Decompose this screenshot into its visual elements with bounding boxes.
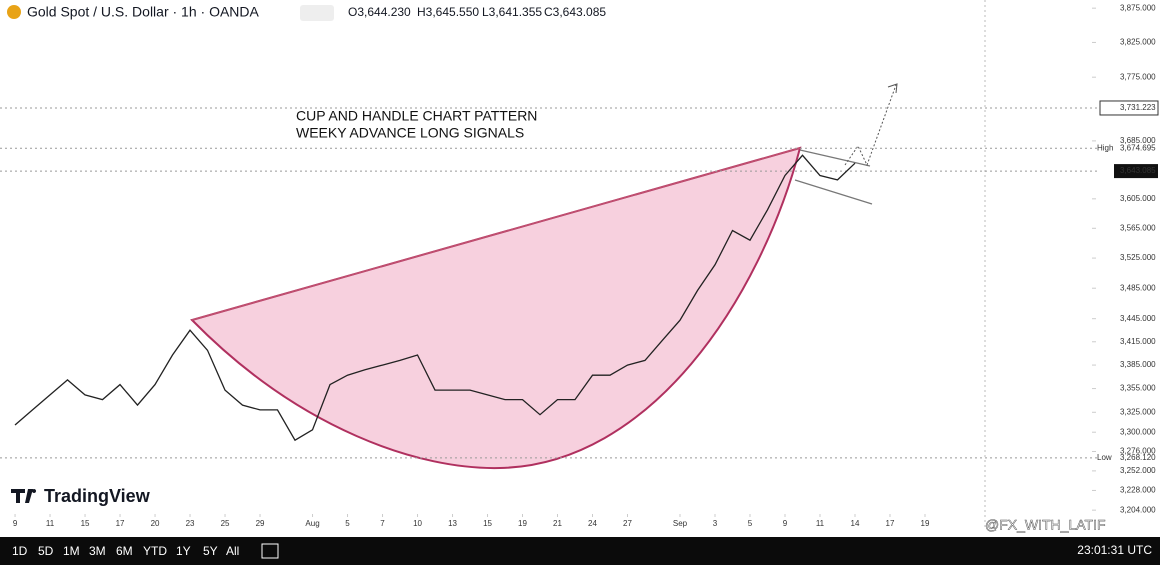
y-tick-label: 3,685.000 [1120, 136, 1156, 145]
x-tick-label: 10 [413, 519, 422, 528]
ohlc-high: H3,645.550 [417, 5, 479, 19]
x-tick-label: 19 [921, 519, 930, 528]
x-tick-label: 9 [783, 519, 788, 528]
y-tick-label: 3,415.000 [1120, 337, 1156, 346]
x-tick-label: 23 [186, 519, 195, 528]
price-line-name: Low [1097, 453, 1112, 462]
price-label: 3,674.695 [1120, 143, 1156, 152]
price-label: 3,268.120 [1120, 453, 1156, 462]
y-tick-label: 3,485.000 [1120, 283, 1156, 292]
range-button[interactable]: 3M [89, 544, 106, 558]
price-line-series [14, 154, 856, 442]
range-button[interactable]: All [226, 544, 239, 558]
price-label: 3,731.223 [1120, 103, 1156, 112]
y-tick-label: 3,325.000 [1120, 407, 1156, 416]
y-tick-label: 3,276.000 [1120, 447, 1156, 456]
y-tick-label: 3,775.000 [1120, 72, 1156, 81]
indicator-toggle[interactable] [300, 5, 334, 21]
watermark: @FX_WITH_LATIF [985, 517, 1106, 533]
y-tick-label: 3,385.000 [1120, 360, 1156, 369]
compare-button[interactable] [261, 543, 279, 559]
range-button[interactable]: 1D [12, 544, 28, 558]
y-tick-label: 3,228.000 [1120, 486, 1156, 495]
x-tick-label: 15 [483, 519, 492, 528]
symbol-title: Gold Spot / U.S. Dollar · 1h · OANDA [27, 4, 260, 20]
y-tick-label: 3,605.000 [1120, 194, 1156, 203]
x-tick-label: 3 [713, 519, 718, 528]
x-tick-label: 5 [748, 519, 753, 528]
handle-top [799, 149, 871, 167]
x-tick-label: 17 [886, 519, 895, 528]
x-tick-label: 7 [380, 519, 385, 528]
y-tick-label: 3,525.000 [1120, 253, 1156, 262]
x-tick-label: 5 [345, 519, 350, 528]
price-line-name: High [1097, 143, 1113, 152]
x-tick-label: 13 [448, 519, 457, 528]
range-button[interactable]: 5D [38, 544, 54, 558]
brand-icon [11, 489, 37, 503]
cup-shape [190, 146, 802, 470]
x-tick-label: 20 [151, 519, 160, 528]
price-badge [1099, 100, 1159, 116]
handle-bottom [794, 179, 873, 205]
x-tick-label: 14 [851, 519, 860, 528]
x-tick-label: 11 [816, 519, 825, 528]
x-tick-label: Sep [673, 519, 688, 528]
x-tick-label: 21 [553, 519, 562, 528]
y-tick-label: 3,300.000 [1120, 427, 1156, 436]
range-button[interactable]: 1M [63, 544, 80, 558]
ohlc-close: C3,643.085 [544, 5, 606, 19]
projection-arrow [844, 84, 897, 167]
x-tick-label: 19 [518, 519, 527, 528]
y-tick-label: 3,355.000 [1120, 384, 1156, 393]
y-tick-label: 3,252.000 [1120, 466, 1156, 475]
x-tick-label: 9 [13, 519, 18, 528]
x-tick-label: 27 [623, 519, 632, 528]
x-tick-label: 29 [256, 519, 265, 528]
brand-logo: TradingView [44, 486, 151, 506]
price-label: 3,643.085 [1120, 166, 1156, 175]
range-button[interactable]: 1Y [176, 544, 191, 558]
y-tick-label: 3,875.000 [1120, 3, 1156, 12]
x-tick-label: 17 [116, 519, 125, 528]
annotation-line: WEEKY ADVANCE LONG SIGNALS [296, 125, 524, 141]
cup-rim [191, 147, 801, 321]
y-tick-label: 3,445.000 [1120, 314, 1156, 323]
x-tick-label: Aug [305, 519, 319, 528]
range-button[interactable]: 6M [116, 544, 133, 558]
y-tick-label: 3,565.000 [1120, 223, 1156, 232]
x-tick-label: 11 [46, 519, 55, 528]
y-tick-label: 3,204.000 [1120, 505, 1156, 514]
ohlc-open: O3,644.230 [348, 5, 411, 19]
header: Gold Spot / U.S. Dollar · 1h · OANDA O3,… [7, 4, 606, 21]
x-tick-label: 15 [81, 519, 90, 528]
x-tick-label: 25 [221, 519, 230, 528]
x-tick-label: 24 [588, 519, 597, 528]
range-button[interactable]: 5Y [203, 544, 218, 558]
range-button[interactable]: YTD [143, 544, 167, 558]
price-badge [1114, 164, 1158, 179]
clock: 23:01:31 UTC [1077, 543, 1152, 557]
ohlc-low: L3,641.355 [482, 5, 542, 19]
y-tick-label: 3,825.000 [1120, 38, 1156, 47]
toolbar [0, 537, 1160, 565]
annotation-line: CUP AND HANDLE CHART PATTERN [296, 108, 537, 124]
symbol-icon [7, 5, 21, 19]
arrow-head [887, 83, 898, 94]
